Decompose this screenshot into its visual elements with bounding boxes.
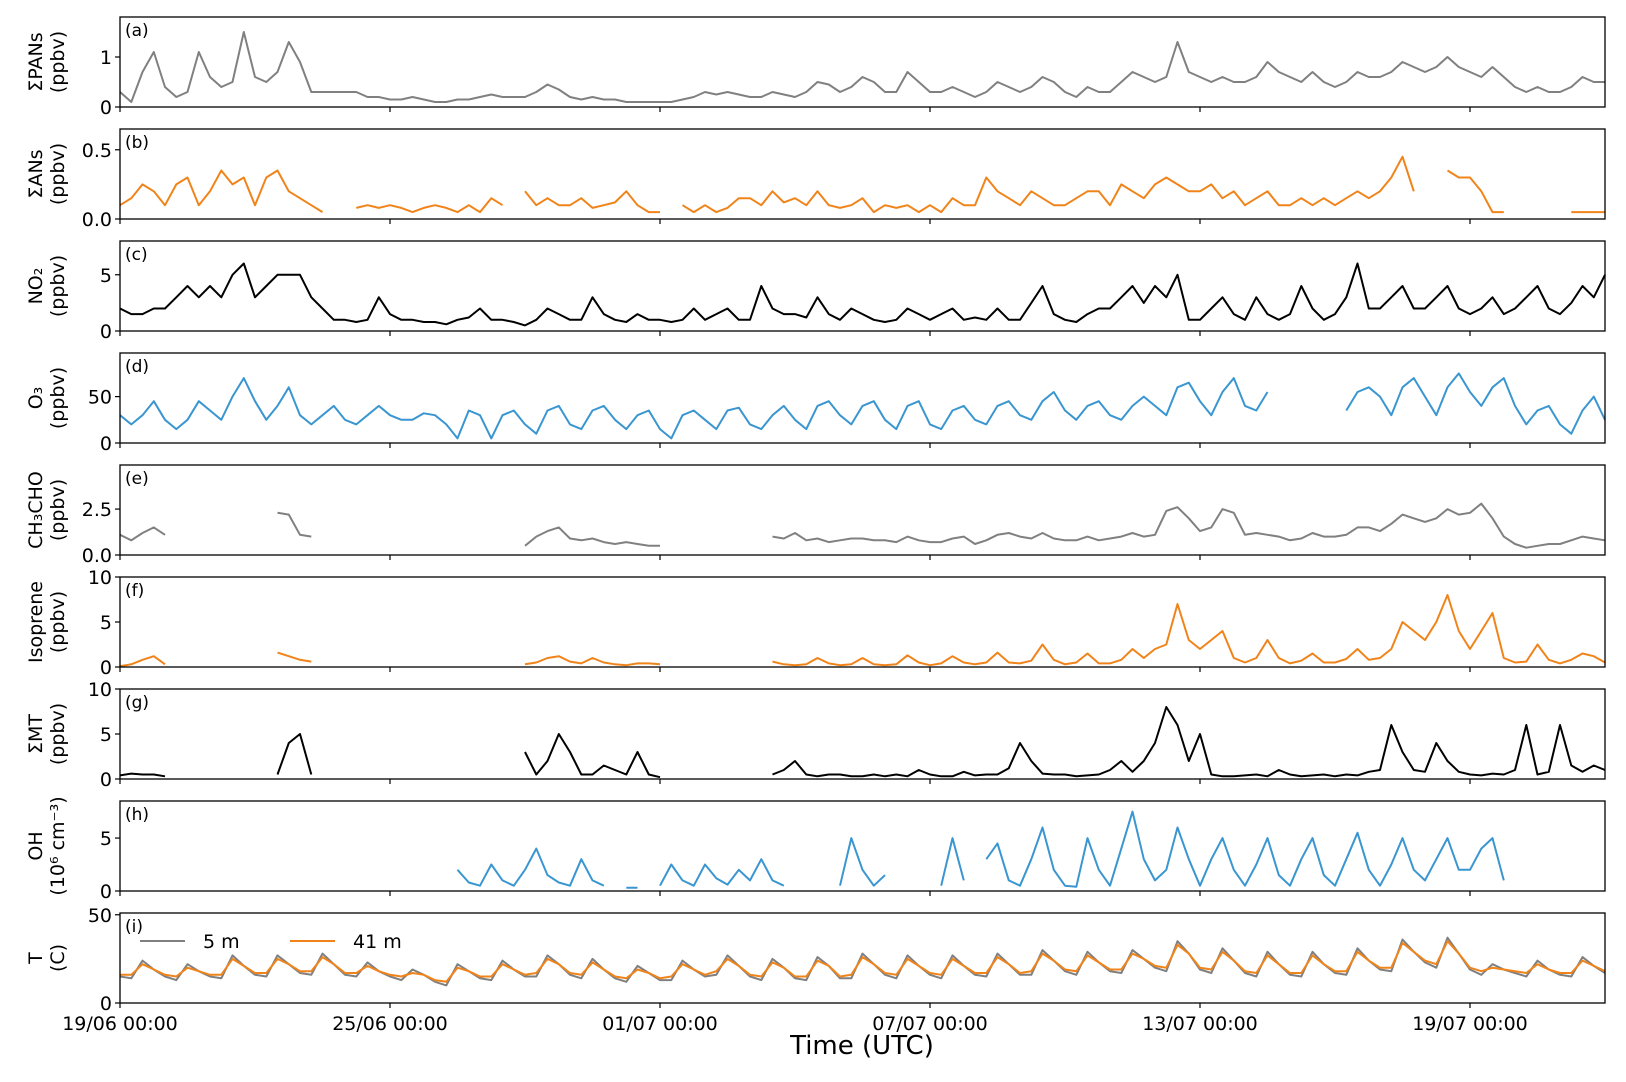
y-tick-label: 10 — [88, 679, 112, 701]
y-tick-label: 0 — [100, 881, 112, 903]
panel-tag: (e) — [125, 469, 149, 489]
y-axis-label: ΣMT — [25, 714, 47, 754]
y-axis-label: (10⁶ cm⁻³) — [47, 796, 69, 895]
series-line-c-0 — [119, 262, 1606, 327]
x-tick-label: 19/06 00:00 — [62, 1013, 178, 1035]
y-tick-label: 5 — [100, 612, 112, 634]
y-tick-label: 0.5 — [82, 140, 112, 162]
x-tick-label: 07/07 00:00 — [872, 1013, 988, 1035]
panel-tag: (d) — [125, 357, 149, 377]
y-tick-label: 0 — [100, 321, 112, 343]
panel-g: (g) 0 5 10 ΣMT (ppbv) — [25, 679, 1606, 791]
x-tick-label: 19/07 00:00 — [1412, 1013, 1528, 1035]
panel-frame — [119, 464, 1606, 556]
legend-label: 41 m — [353, 931, 402, 953]
x-tick-label: 01/07 00:00 — [602, 1013, 718, 1035]
y-axis-label: (ppbv) — [47, 31, 69, 93]
panel-i: (i) 0 50 T (C) 19/06 00:00 25/06 00:00 01/07 00… — [25, 905, 1606, 1035]
panel-a: (a) 0 1 ΣPANs (ppbv) — [25, 16, 1606, 119]
y-axis-label: (ppbv) — [47, 367, 69, 429]
series-line-i-0 — [119, 936, 1606, 987]
panel-frame — [119, 800, 1606, 892]
panel-frame — [119, 912, 1606, 1004]
series-line-b-0 — [119, 155, 1605, 214]
y-axis-label: CH₃CHO — [25, 471, 47, 549]
panel-tag: (b) — [125, 133, 149, 153]
y-tick-label: 0 — [100, 433, 112, 455]
panel-frame — [119, 576, 1606, 668]
y-tick-label: 0 — [100, 97, 112, 119]
series-line-f-0 — [119, 594, 1606, 668]
y-axis-label: ΣPANs — [25, 32, 47, 91]
y-axis-label: O₃ — [25, 387, 47, 410]
y-tick-label: 0 — [100, 993, 112, 1015]
series-line-g-0 — [119, 706, 1606, 779]
y-axis-label: T — [25, 952, 47, 965]
y-tick-label: 0.0 — [82, 209, 112, 231]
panel-c: (c) 0 5 NO₂ (ppbv) — [25, 240, 1606, 343]
panel-b: (b) 0.0 0.5 ΣANs (ppbv) — [25, 128, 1606, 231]
series-line-h-0 — [456, 810, 1505, 889]
series-line-e-0 — [119, 502, 1606, 549]
panel-tag: (f) — [125, 581, 144, 601]
panel-frame — [119, 352, 1606, 444]
y-tick-label: 1 — [100, 47, 112, 69]
panel-tag: (h) — [125, 805, 149, 825]
panel-frame — [119, 128, 1606, 220]
x-tick-label: 13/07 00:00 — [1142, 1013, 1258, 1035]
y-tick-label: 0 — [100, 769, 112, 791]
y-tick-label: 50 — [88, 905, 112, 927]
y-axis-label: (ppbv) — [47, 479, 69, 541]
y-axis-label: ΣANs — [25, 149, 47, 198]
y-tick-label: 5 — [100, 828, 112, 850]
legend-label: 5 m — [203, 931, 240, 953]
y-axis-label: NO₂ — [25, 268, 47, 305]
panel-frame — [119, 16, 1606, 108]
panel-tag: (c) — [125, 245, 148, 265]
legend: 5 m 41 m — [140, 931, 402, 953]
x-axis-label: Time (UTC) — [789, 1031, 934, 1061]
y-axis-label: (ppbv) — [47, 255, 69, 317]
y-axis-label: (ppbv) — [47, 143, 69, 205]
panel-f: (f) 0 5 10 Isoprene (ppbv) — [25, 567, 1606, 679]
y-axis-label: Isoprene — [25, 581, 47, 663]
y-tick-label: 5 — [100, 265, 112, 287]
panel-tag: (i) — [125, 917, 143, 937]
panel-frame — [119, 688, 1606, 780]
y-tick-label: 5 — [100, 724, 112, 746]
panel-h: (h) 0 5 OH (10⁶ cm⁻³) — [25, 796, 1606, 903]
y-tick-label: 2.5 — [82, 499, 112, 521]
y-tick-label: 50 — [88, 387, 112, 409]
y-tick-label: 0 — [100, 657, 112, 679]
panel-e: (e) 0.0 2.5 CH₃CHO (ppbv) — [25, 464, 1606, 567]
series-line-i-1 — [120, 940, 1606, 983]
y-axis-label: (ppbv) — [47, 591, 69, 653]
panel-d: (d) 0 50 O₃ (ppbv) — [25, 352, 1606, 455]
y-axis-label: (C) — [47, 944, 69, 972]
y-tick-label: 10 — [88, 567, 112, 589]
panel-tag: (g) — [125, 693, 149, 713]
series-line-a-0 — [119, 31, 1605, 103]
y-axis-label: OH — [25, 831, 47, 860]
y-tick-label: 0.0 — [82, 545, 112, 567]
x-tick-label: 25/06 00:00 — [332, 1013, 448, 1035]
panel-frame — [119, 240, 1606, 332]
y-axis-label: (ppbv) — [47, 703, 69, 765]
panel-tag: (a) — [125, 21, 149, 41]
series-line-d-0 — [119, 372, 1606, 440]
